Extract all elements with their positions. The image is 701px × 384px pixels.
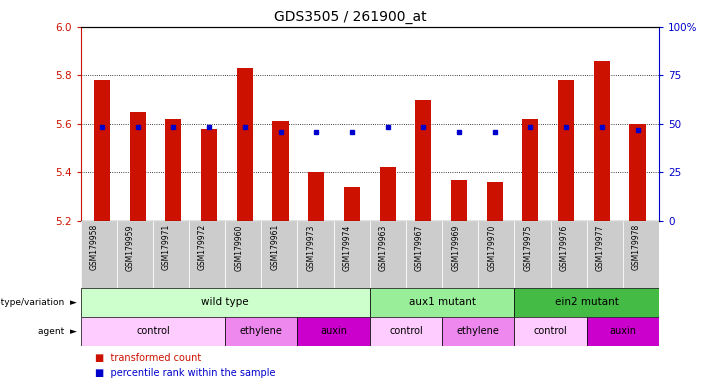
Text: GSM179969: GSM179969 (451, 224, 460, 271)
Text: aux1 mutant: aux1 mutant (409, 297, 475, 308)
Text: GSM179977: GSM179977 (596, 224, 605, 271)
Text: ethylene: ethylene (240, 326, 283, 336)
Bar (370, 221, 406, 288)
Bar (515, 317, 587, 346)
Text: auxin: auxin (320, 326, 347, 336)
Bar (594, 61, 610, 221)
Bar (558, 80, 574, 221)
Text: GSM179959: GSM179959 (126, 224, 135, 271)
Text: GSM179972: GSM179972 (198, 224, 207, 270)
Bar (81, 288, 370, 317)
Bar (344, 187, 360, 221)
Text: ein2 mutant: ein2 mutant (554, 297, 618, 308)
Bar (165, 119, 182, 221)
Text: ■  transformed count: ■ transformed count (95, 353, 201, 363)
Text: GSM179975: GSM179975 (524, 224, 533, 271)
Bar (81, 317, 225, 346)
Bar (153, 221, 189, 288)
Bar (370, 288, 515, 317)
Bar (117, 221, 153, 288)
Bar (622, 221, 659, 288)
Text: agent  ►: agent ► (39, 327, 77, 336)
Bar (478, 221, 515, 288)
Text: GSM179971: GSM179971 (162, 224, 171, 270)
Bar (486, 182, 503, 221)
Bar (189, 221, 225, 288)
Bar (225, 317, 297, 346)
Bar (297, 221, 334, 288)
Bar (273, 121, 289, 221)
Bar (334, 221, 370, 288)
Text: control: control (136, 326, 170, 336)
Text: GSM179974: GSM179974 (343, 224, 352, 271)
Bar (442, 317, 515, 346)
Bar (308, 172, 325, 221)
Bar (297, 317, 370, 346)
Bar (225, 221, 261, 288)
Text: GSM179978: GSM179978 (632, 224, 641, 270)
Bar (406, 221, 442, 288)
Text: GDS3505 / 261900_at: GDS3505 / 261900_at (274, 10, 427, 23)
Bar (130, 112, 146, 221)
Text: GSM179976: GSM179976 (559, 224, 569, 271)
Text: GSM179958: GSM179958 (90, 224, 99, 270)
Bar (370, 317, 442, 346)
Bar (380, 167, 395, 221)
Text: control: control (389, 326, 423, 336)
Text: GSM179970: GSM179970 (487, 224, 496, 271)
Bar (587, 221, 622, 288)
Text: GSM179960: GSM179960 (234, 224, 243, 271)
Bar (442, 221, 478, 288)
Bar (451, 180, 467, 221)
Bar (515, 221, 550, 288)
Bar (261, 221, 297, 288)
Text: wild type: wild type (201, 297, 249, 308)
Text: auxin: auxin (609, 326, 637, 336)
Text: GSM179967: GSM179967 (415, 224, 424, 271)
Bar (94, 80, 110, 221)
Text: GSM179973: GSM179973 (306, 224, 315, 271)
Bar (81, 221, 117, 288)
Bar (237, 68, 253, 221)
Bar (629, 124, 646, 221)
Bar (587, 317, 659, 346)
Text: ethylene: ethylene (457, 326, 500, 336)
Bar (201, 129, 217, 221)
Text: GSM179963: GSM179963 (379, 224, 388, 271)
Text: ■  percentile rank within the sample: ■ percentile rank within the sample (95, 368, 275, 378)
Bar (415, 99, 431, 221)
Text: control: control (533, 326, 567, 336)
Text: genotype/variation  ►: genotype/variation ► (0, 298, 77, 307)
Bar (515, 288, 659, 317)
Bar (550, 221, 587, 288)
Bar (522, 119, 538, 221)
Text: GSM179961: GSM179961 (271, 224, 280, 270)
